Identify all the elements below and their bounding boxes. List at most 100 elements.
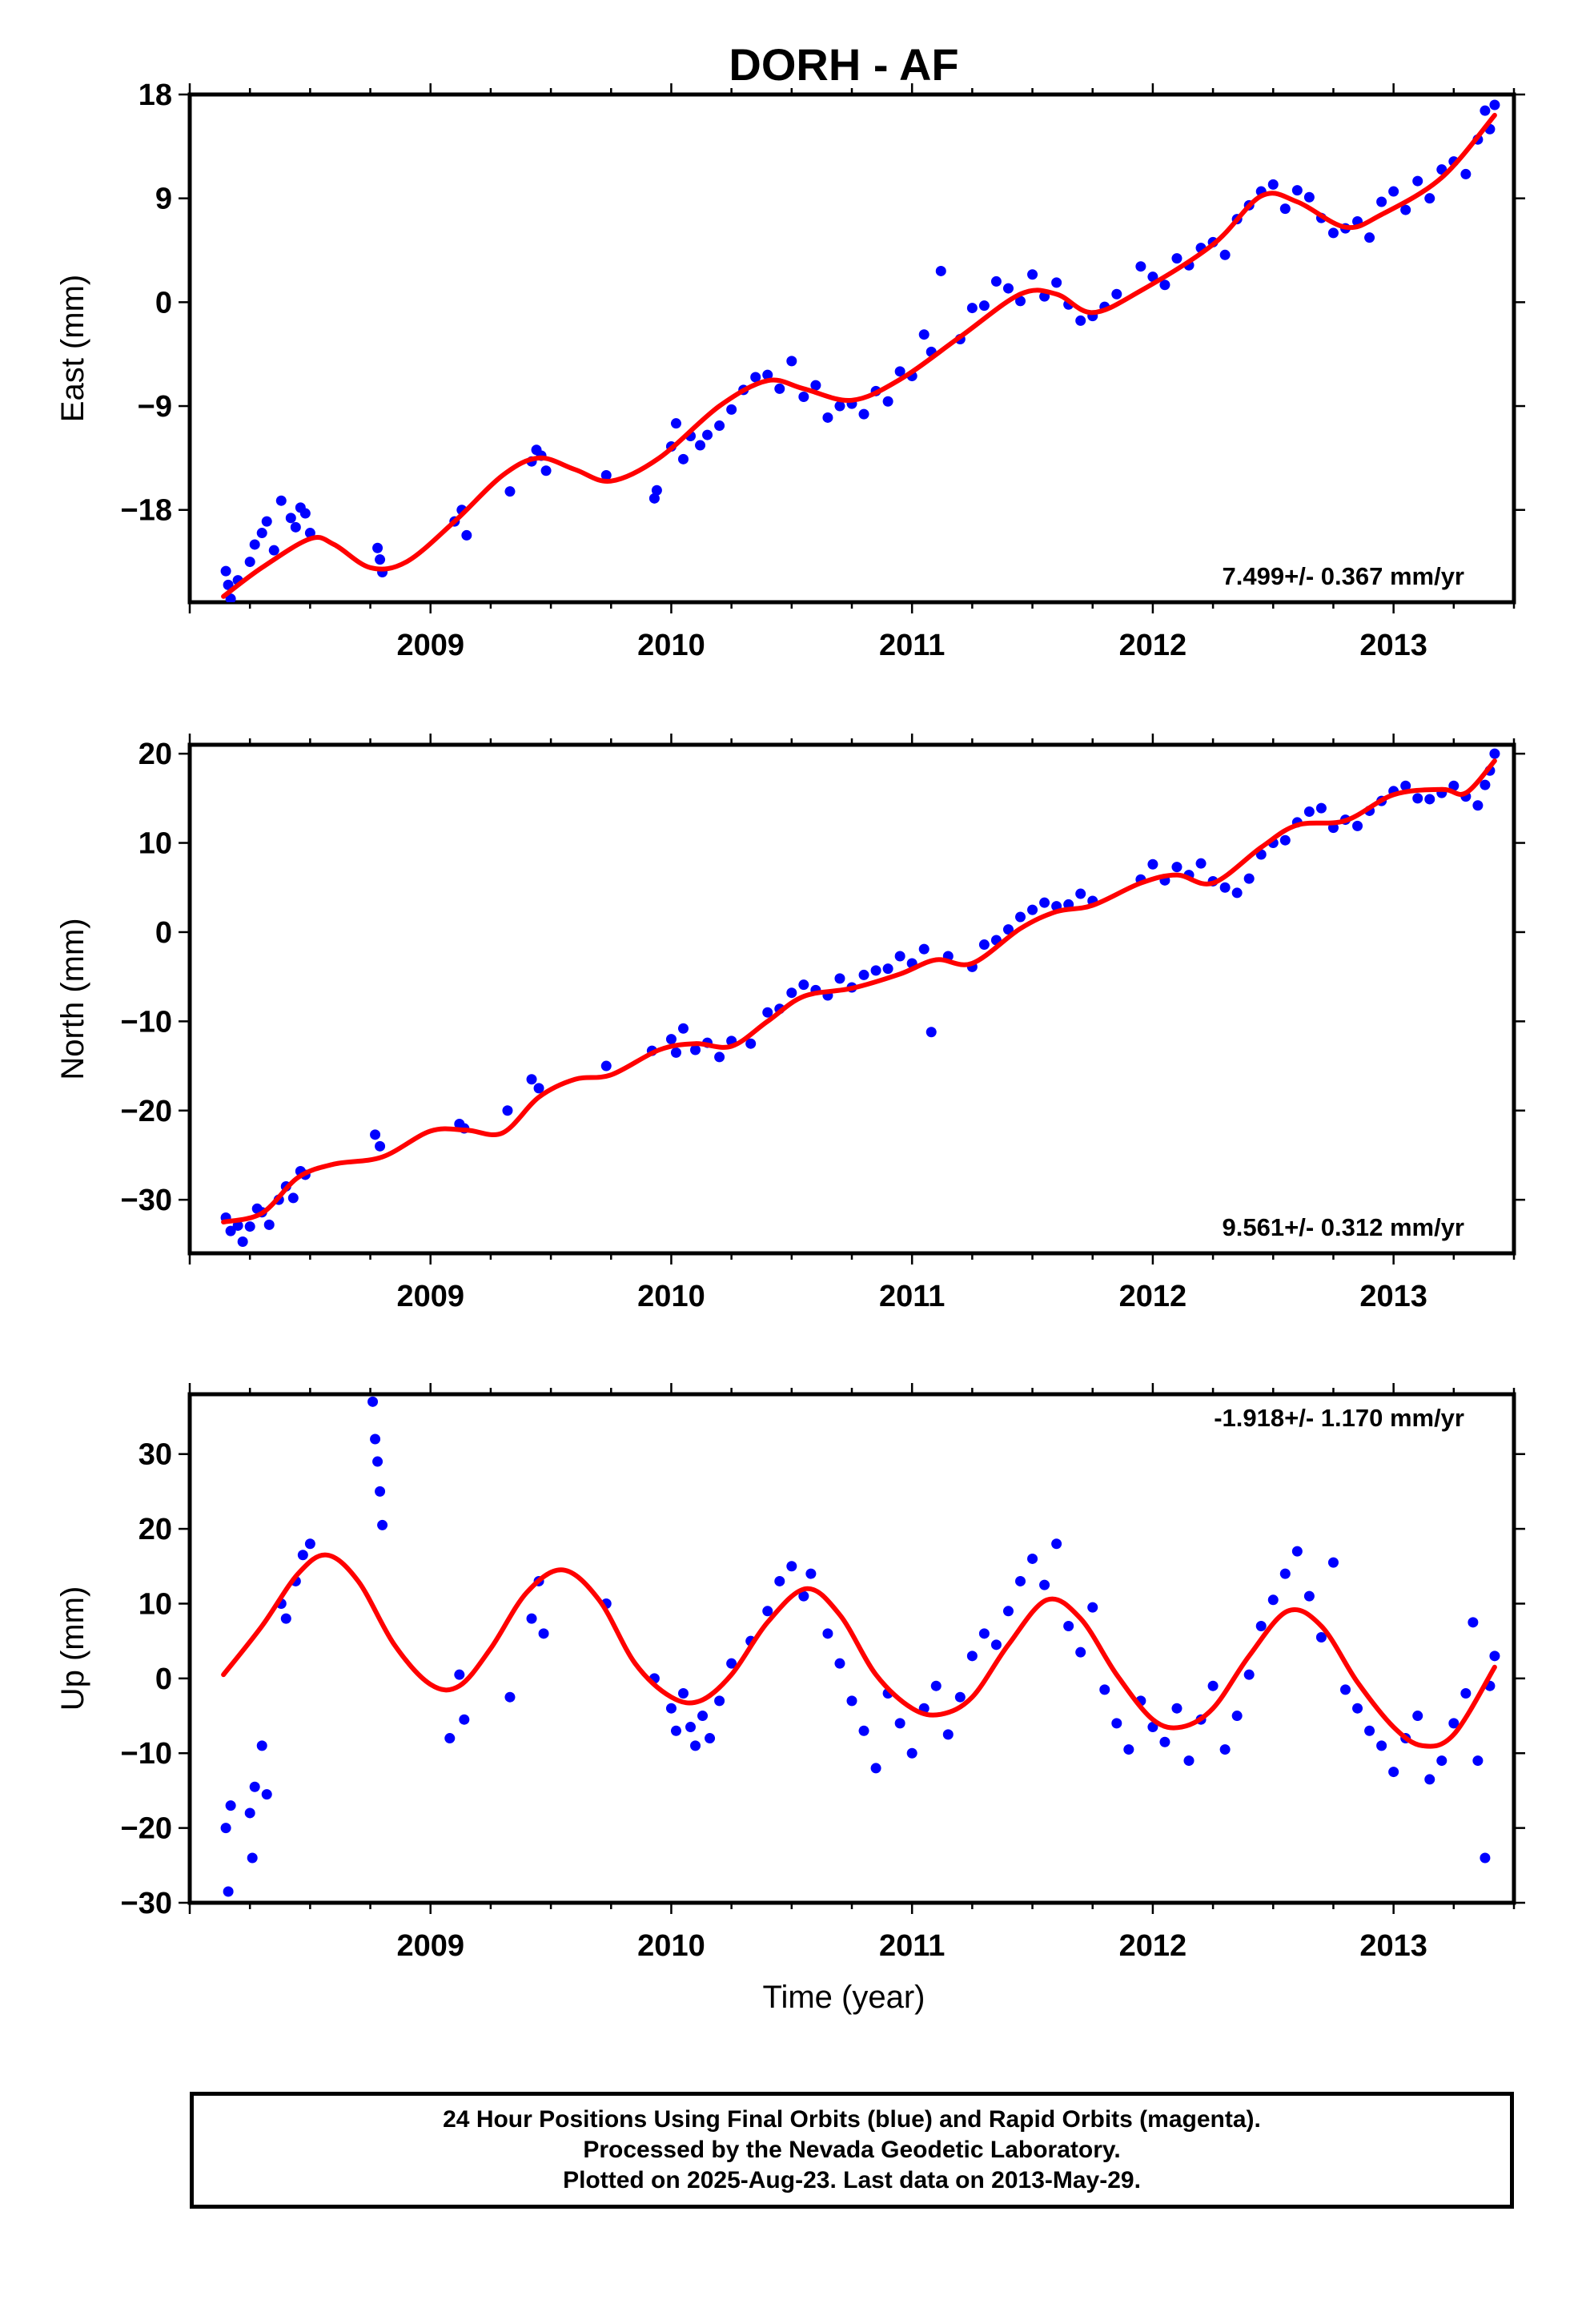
north-data-point bbox=[502, 1105, 513, 1116]
up-data-point bbox=[1364, 1725, 1375, 1736]
footer-caption-box: 24 Hour Positions Using Final Orbits (bl… bbox=[190, 2092, 1514, 2209]
up-x-tick-label: 2012 bbox=[1119, 1929, 1187, 1963]
up-data-point bbox=[1424, 1774, 1435, 1785]
north-data-point bbox=[1489, 748, 1500, 759]
up-data-point bbox=[261, 1789, 272, 1800]
north-data-point bbox=[232, 1220, 243, 1231]
up-x-tick-label: 2010 bbox=[637, 1929, 705, 1963]
up-data-point bbox=[665, 1703, 677, 1714]
north-y-tick-label: 10 bbox=[139, 827, 172, 861]
east-x-tick-label: 2012 bbox=[1119, 629, 1187, 662]
east-data-point bbox=[1075, 315, 1086, 326]
north-data-point bbox=[225, 1225, 236, 1236]
north-data-point bbox=[978, 939, 990, 951]
north-data-point bbox=[533, 1083, 544, 1094]
north-y-tick-label: −10 bbox=[121, 1005, 172, 1039]
up-data-point bbox=[894, 1718, 905, 1729]
up-y-tick-label: 20 bbox=[139, 1513, 172, 1546]
east-data-point bbox=[1027, 269, 1038, 280]
north-data-point bbox=[1412, 793, 1423, 804]
north-data-point bbox=[1039, 897, 1050, 908]
north-data-point bbox=[1400, 780, 1411, 791]
east-data-point bbox=[1267, 179, 1279, 190]
north-data-point bbox=[690, 1044, 701, 1055]
east-data-point bbox=[304, 528, 315, 539]
east-data-point bbox=[670, 418, 681, 429]
east-x-tick-label: 2010 bbox=[637, 629, 705, 662]
east-data-point bbox=[1291, 185, 1303, 196]
east-data-point bbox=[935, 265, 946, 276]
north-x-tick-label: 2010 bbox=[637, 1280, 705, 1313]
north-data-point bbox=[870, 965, 881, 976]
up-data-point bbox=[1339, 1684, 1351, 1695]
east-data-point bbox=[375, 554, 386, 565]
north-model-curve bbox=[221, 758, 1497, 1224]
north-data-point bbox=[714, 1051, 725, 1063]
up-data-point bbox=[538, 1628, 549, 1639]
up-data-point bbox=[280, 1613, 291, 1624]
east-data-point bbox=[1303, 191, 1315, 203]
up-data-point bbox=[375, 1486, 386, 1497]
east-data-point bbox=[762, 369, 773, 380]
north-x-tick-label: 2013 bbox=[1359, 1280, 1427, 1313]
up-data-point bbox=[454, 1669, 465, 1680]
north-data-point bbox=[1424, 794, 1435, 805]
north-data-point bbox=[287, 1192, 299, 1204]
east-data-point bbox=[786, 356, 797, 367]
north-y-tick-label: −30 bbox=[121, 1184, 172, 1217]
up-frame bbox=[187, 1392, 1516, 1905]
north-data-point bbox=[858, 969, 869, 980]
up-x-tick-label: 2009 bbox=[396, 1929, 464, 1963]
north-data-point bbox=[370, 1129, 381, 1140]
east-x-tick-label: 2011 bbox=[879, 629, 945, 662]
up-data-point bbox=[297, 1550, 308, 1561]
up-data-point bbox=[1051, 1538, 1062, 1550]
east-data-point bbox=[540, 465, 552, 476]
up-data-point bbox=[1448, 1718, 1460, 1729]
north-data-point bbox=[1015, 911, 1026, 923]
north-data-point bbox=[1472, 800, 1484, 811]
north-data-point bbox=[926, 1027, 937, 1038]
north-data-point bbox=[1231, 887, 1243, 899]
up-data-point bbox=[906, 1747, 917, 1759]
up-data-point bbox=[367, 1396, 379, 1407]
up-data-point bbox=[256, 1740, 267, 1751]
east-data-point bbox=[695, 440, 706, 451]
up-data-point bbox=[846, 1695, 857, 1707]
north-y-axis-label: North (mm) bbox=[55, 918, 90, 1080]
up-data-point bbox=[1219, 1744, 1231, 1755]
north-data-point bbox=[1075, 888, 1086, 899]
north-data-point bbox=[798, 979, 809, 991]
north-data-point bbox=[1219, 882, 1231, 893]
up-y-tick-label: −20 bbox=[121, 1812, 172, 1846]
up-data-point bbox=[690, 1740, 701, 1751]
north-data-point bbox=[1279, 834, 1291, 846]
up-data-point bbox=[1075, 1647, 1086, 1658]
chart-title: DORH - AF bbox=[729, 39, 958, 90]
north-data-point bbox=[1303, 806, 1315, 818]
up-data-point bbox=[1460, 1688, 1472, 1699]
up-y-tick-label: −30 bbox=[121, 1887, 172, 1920]
north-data-point bbox=[1352, 820, 1363, 831]
east-data-point bbox=[1424, 193, 1435, 204]
east-data-point bbox=[1051, 277, 1062, 288]
north-data-point bbox=[1448, 780, 1460, 791]
up-data-point bbox=[1027, 1553, 1038, 1564]
up-data-point bbox=[726, 1658, 737, 1669]
east-model-curve bbox=[221, 112, 1497, 599]
north-data-point bbox=[526, 1074, 537, 1085]
up-data-point bbox=[223, 1886, 234, 1897]
north-y-tick-label: 0 bbox=[155, 916, 172, 950]
north-data-point bbox=[677, 1023, 689, 1034]
east-data-point bbox=[966, 303, 978, 314]
up-data-point bbox=[774, 1575, 785, 1586]
north-data-point bbox=[1171, 862, 1182, 873]
east-data-point bbox=[882, 396, 893, 407]
up-data-point bbox=[1159, 1736, 1170, 1747]
east-data-point bbox=[261, 516, 272, 527]
east-data-point bbox=[677, 453, 689, 464]
east-data-point bbox=[220, 565, 231, 577]
north-data-point bbox=[834, 973, 845, 984]
up-data-point bbox=[1099, 1684, 1110, 1695]
